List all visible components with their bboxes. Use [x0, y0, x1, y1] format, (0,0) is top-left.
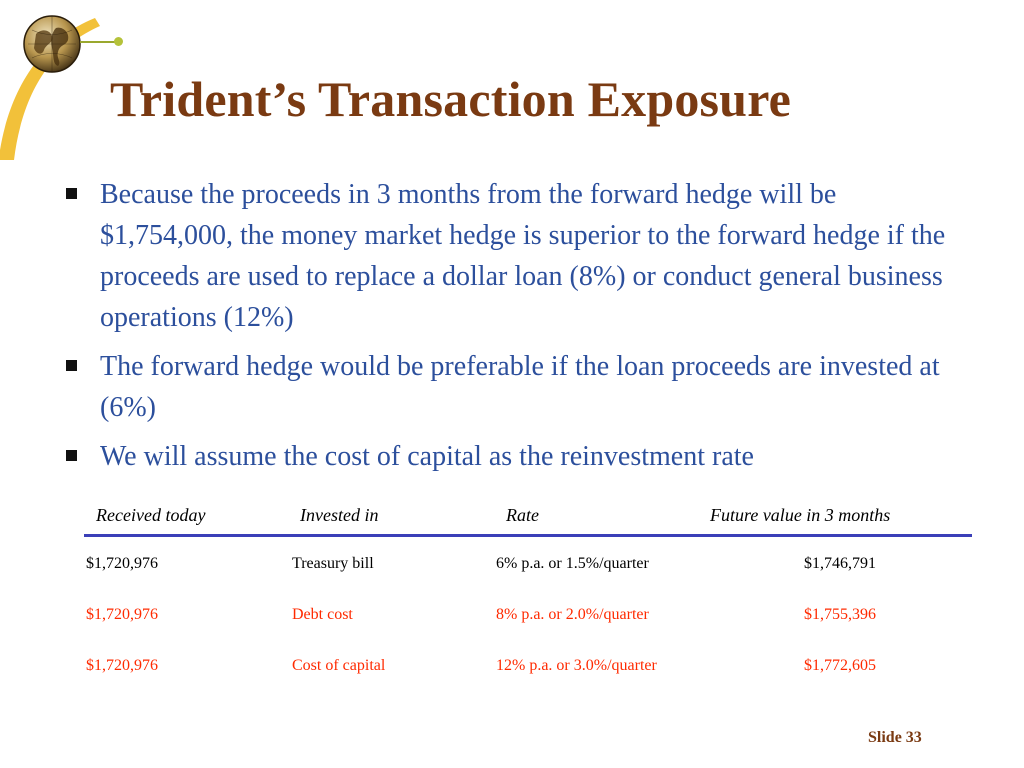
- bullet-text: Because the proceeds in 3 months from th…: [100, 179, 946, 333]
- square-bullet-icon: [66, 360, 77, 371]
- cell-rate: 12% p.a. or 3.0%/quarter: [496, 657, 657, 674]
- cell-future-value: $1,772,605: [804, 657, 876, 674]
- globe-logo-icon: [23, 15, 81, 73]
- slide-title: Trident’s Transaction Exposure: [110, 71, 792, 127]
- cell-future-value: $1,755,396: [804, 606, 876, 623]
- header-received-today: Received today: [96, 505, 206, 525]
- cell-received-today: $1,720,976: [86, 606, 158, 623]
- logo-connector-line: [80, 41, 116, 43]
- logo-connector-dot: [114, 37, 123, 46]
- bullet-text: The forward hedge would be preferable if…: [100, 351, 940, 423]
- header-rate: Rate: [506, 505, 539, 525]
- cell-future-value: $1,746,791: [804, 555, 876, 572]
- cell-rate: 8% p.a. or 2.0%/quarter: [496, 606, 649, 623]
- square-bullet-icon: [66, 450, 77, 461]
- bullet-item: Because the proceeds in 3 months from th…: [62, 174, 967, 338]
- table-header-row: Received today Invested in Rate Future v…: [86, 505, 986, 527]
- investment-table: Received today Invested in Rate Future v…: [86, 505, 986, 674]
- header-future-value: Future value in 3 months: [710, 505, 891, 525]
- corner-arc-decoration: [0, 18, 100, 160]
- header-invested-in: Invested in: [300, 505, 379, 525]
- bullet-item: We will assume the cost of capital as th…: [62, 436, 967, 477]
- cell-invested-in: Treasury bill: [292, 555, 374, 572]
- cell-received-today: $1,720,976: [86, 657, 158, 674]
- slide-number: Slide 33: [868, 729, 922, 746]
- bullet-item: The forward hedge would be preferable if…: [62, 346, 967, 428]
- cell-received-today: $1,720,976: [86, 555, 158, 572]
- square-bullet-icon: [66, 188, 77, 199]
- bullet-text: We will assume the cost of capital as th…: [100, 441, 754, 472]
- bullet-list: Because the proceeds in 3 months from th…: [62, 174, 967, 485]
- cell-invested-in: Cost of capital: [292, 657, 386, 674]
- table-header-rule: [84, 534, 972, 537]
- cell-invested-in: Debt cost: [292, 606, 353, 623]
- cell-rate: 6% p.a. or 1.5%/quarter: [496, 555, 649, 572]
